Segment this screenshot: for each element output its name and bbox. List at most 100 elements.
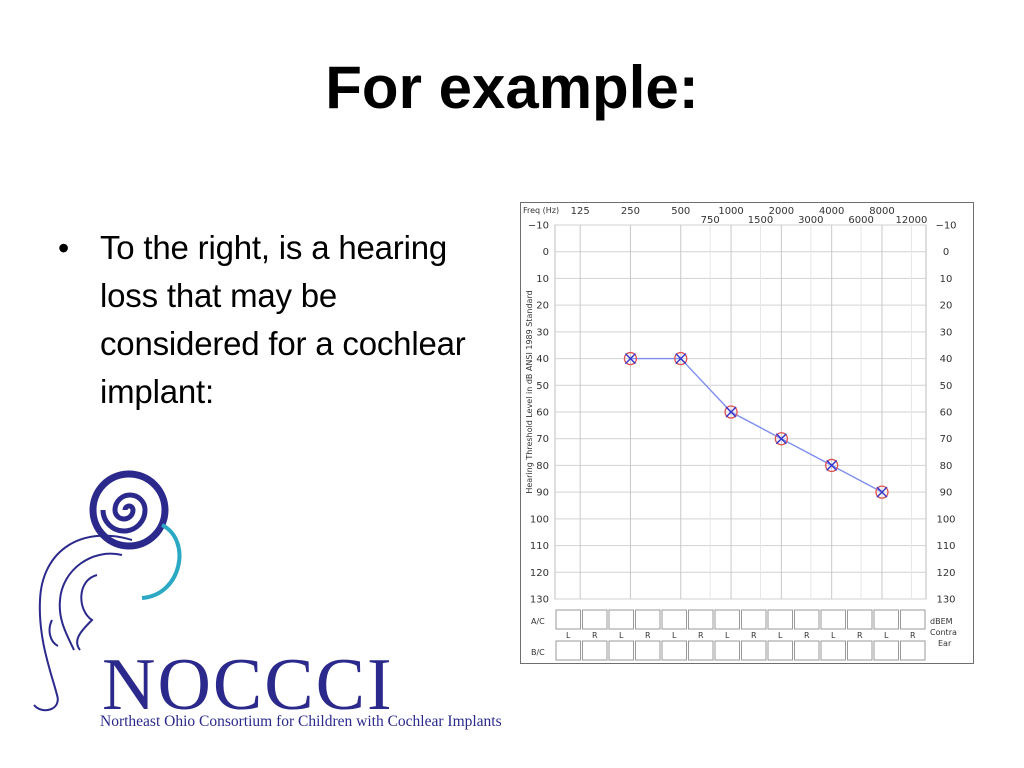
point-circle [674, 351, 688, 366]
y-tick-label-right: 10 [940, 274, 953, 285]
y-tick-label-right: −10 [935, 221, 956, 232]
lr-label: L [566, 631, 571, 640]
logo-subtitle: Northeast Ohio Consortium for Children w… [100, 713, 502, 730]
ac-cell [714, 609, 740, 630]
lr-label: R [910, 631, 916, 640]
y-tick-label-left: 20 [536, 301, 549, 312]
y-tick-label-left: 120 [530, 568, 549, 579]
point-cross [775, 433, 787, 445]
bc-cell [847, 640, 873, 661]
slide-title: For example: [325, 54, 699, 121]
y-tick-label-right: 0 [943, 247, 949, 258]
lr-label: L [831, 631, 836, 640]
bc-row-label: B/C [531, 648, 545, 657]
bc-cell [794, 640, 820, 661]
point-cross [675, 353, 687, 365]
table-right-label: Contra [930, 628, 957, 637]
bullet-marker: • [58, 230, 70, 266]
lr-label: L [725, 631, 730, 640]
x-tick-label-top: 4000 [819, 206, 844, 217]
y-tick-label-right: 30 [940, 327, 953, 338]
bc-cell [555, 640, 581, 661]
y-tick-label-left: 130 [530, 595, 549, 606]
lr-label: L [884, 631, 889, 640]
y-tick-label-right: 130 [936, 595, 955, 606]
data-point [674, 351, 688, 366]
y-tick-label-right: 120 [936, 568, 955, 579]
point-circle [825, 458, 839, 473]
bullet-list: • To the right, is a hearing loss that m… [58, 224, 488, 416]
y-tick-label-left: 30 [536, 327, 549, 338]
logo-wordmark: NOCCCI [102, 644, 394, 726]
x-tick-label-top: 2000 [769, 206, 794, 217]
y-tick-label-right: 80 [940, 461, 953, 472]
point-cross [826, 459, 838, 471]
lr-label: R [698, 631, 704, 640]
y-tick-label-left: 90 [536, 488, 549, 499]
point-circle [774, 432, 789, 446]
y-tick-label-left: 40 [536, 354, 549, 365]
ac-cell [582, 609, 608, 630]
ac-cell [555, 609, 581, 630]
y-tick-label-right: 90 [940, 488, 953, 499]
x-tick-label-bottom: 1500 [748, 215, 773, 226]
y-tick-label-right: 60 [940, 408, 953, 419]
y-tick-label-right: 110 [936, 541, 955, 552]
bc-cell [820, 640, 846, 661]
y-tick-label-left: 110 [530, 541, 549, 552]
y-tick-label-right: 50 [940, 381, 953, 392]
y-tick-label-right: 100 [936, 514, 955, 525]
x-tick-label-top: 500 [671, 206, 690, 217]
point-cross [624, 353, 636, 365]
table-right-label: dBEM [930, 617, 953, 626]
y-tick-label-right: 20 [940, 301, 953, 312]
ear-spiral-graphic [33, 470, 182, 712]
ac-cell [873, 609, 899, 630]
bc-cell [661, 640, 687, 661]
ac-cell [635, 609, 661, 630]
y-tick-label-left: 10 [536, 274, 549, 285]
point-circle [724, 405, 738, 419]
point-circle [875, 485, 889, 499]
y-tick-label-left: 50 [536, 381, 549, 392]
bc-cell [688, 640, 714, 661]
lr-label: R [751, 631, 757, 640]
lr-label: L [778, 631, 783, 640]
x-tick-label-top: 250 [621, 206, 640, 217]
y-tick-label-left: 60 [536, 408, 549, 419]
bc-cell [608, 640, 634, 661]
lr-label: L [672, 631, 677, 640]
y-tick-label-right: 40 [940, 354, 953, 365]
ac-cell [900, 609, 926, 630]
lr-label: L [619, 631, 624, 640]
ac-cell [661, 609, 687, 630]
freq-axis-label: Freq (Hz) [523, 206, 559, 215]
x-tick-label-top: 1000 [718, 206, 743, 217]
data-point [825, 458, 839, 473]
ac-cell [608, 609, 634, 630]
audiogram-chart: −10 −10 0 0 10 10 20 20 30 30 40 40 50 50 60 60 70 70 80 80… [520, 202, 974, 664]
x-tick-label-top: 125 [571, 206, 590, 217]
data-point [875, 485, 889, 499]
ac-cell [847, 609, 873, 630]
x-tick-label-bottom: 6000 [848, 215, 873, 226]
ac-cell [767, 609, 793, 630]
data-point [774, 432, 789, 446]
bc-cell [900, 640, 926, 661]
lr-label: R [857, 631, 863, 640]
noccci-logo: NOCCCI Northeast Ohio Consortium for Chi… [22, 470, 502, 740]
y-axis-label: Hearing Threshold Level in dB ANSI 1989 … [525, 290, 534, 493]
y-tick-label-left: 0 [543, 247, 549, 258]
x-tick-label-bottom: 750 [701, 215, 720, 226]
bc-cell [873, 640, 899, 661]
data-point [623, 351, 638, 366]
point-cross [725, 406, 737, 418]
audiogram-svg: −10 −10 0 0 10 10 20 20 30 30 40 40 50 50 60 60 70 70 80 80… [523, 206, 957, 661]
bc-cell [741, 640, 767, 661]
x-tick-label-bottom: 3000 [798, 215, 823, 226]
y-tick-label-right: 70 [940, 434, 953, 445]
y-tick-label-left: 70 [536, 434, 549, 445]
point-cross [876, 486, 888, 498]
ac-cell [820, 609, 846, 630]
lr-label: R [645, 631, 651, 640]
